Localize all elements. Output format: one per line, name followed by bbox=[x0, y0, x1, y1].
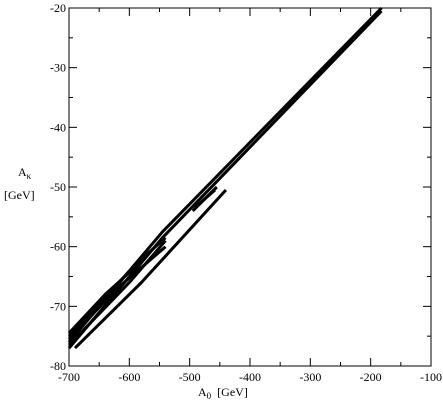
x-tick-label: -200 bbox=[360, 370, 382, 384]
ticks-layer bbox=[68, 7, 432, 367]
y-tick-label: -80 bbox=[50, 359, 66, 373]
x-tick-label: -500 bbox=[179, 370, 201, 384]
x-axis-label-main: A bbox=[198, 385, 207, 399]
y-axis-unit: [GeV] bbox=[4, 188, 35, 202]
y-tick-label: -70 bbox=[50, 299, 66, 313]
y-tick-label: -50 bbox=[50, 180, 66, 194]
x-tick-label: -400 bbox=[239, 370, 261, 384]
y-tick-label: -20 bbox=[50, 1, 66, 15]
x-axis-label-sub: 0 bbox=[207, 391, 212, 401]
y-axis-label: Aκ bbox=[18, 165, 32, 181]
series-line-5 bbox=[67, 245, 167, 341]
x-axis-unit: [GeV] bbox=[217, 385, 248, 399]
x-axis-label: A0 [GeV] bbox=[198, 385, 248, 401]
y-tick-label: -60 bbox=[50, 240, 66, 254]
x-tick-label: -300 bbox=[299, 370, 321, 384]
series-line-6 bbox=[73, 188, 228, 350]
y-axis-label-main: A bbox=[18, 165, 27, 179]
y-tick-label: -30 bbox=[50, 61, 66, 75]
x-tick-label: -600 bbox=[118, 370, 140, 384]
series-layer bbox=[67, 6, 383, 350]
x-tick-label: -700 bbox=[58, 370, 80, 384]
series-line-7 bbox=[67, 260, 143, 335]
series-line-3 bbox=[67, 236, 167, 338]
tick-labels-layer: -700 -600 -500 -400 -300 -200 -100 -80 -70 -60 -50… bbox=[50, 1, 442, 384]
series-line-9 bbox=[193, 188, 216, 210]
x-tick-label: -100 bbox=[420, 370, 442, 384]
series-line-4 bbox=[67, 239, 167, 347]
y-axis-label-sub: κ bbox=[27, 171, 32, 181]
plot-frame bbox=[68, 7, 432, 367]
y-tick-label: -40 bbox=[50, 120, 66, 134]
